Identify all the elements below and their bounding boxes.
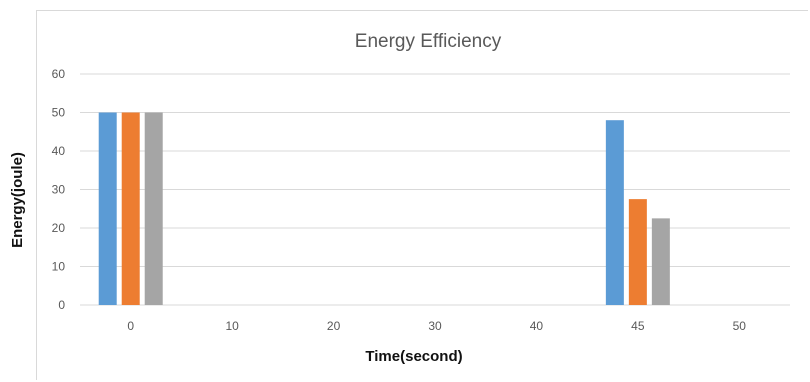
chart-title: Energy Efficiency bbox=[355, 31, 502, 52]
bar bbox=[628, 199, 647, 305]
bar bbox=[121, 112, 140, 305]
bar bbox=[144, 112, 163, 305]
bar bbox=[651, 218, 670, 305]
y-tick-label: 10 bbox=[52, 260, 66, 274]
x-tick-label: 30 bbox=[428, 319, 442, 333]
y-tick-label: 40 bbox=[52, 144, 66, 158]
gridlines bbox=[80, 73, 790, 306]
y-axis-label: Energy(joule) bbox=[9, 152, 26, 248]
chart-frame bbox=[36, 10, 808, 380]
bars bbox=[98, 112, 670, 305]
x-tick-labels: 0 10 20 30 40 45 50 bbox=[127, 319, 746, 333]
x-axis-label: Time(second) bbox=[365, 348, 462, 365]
y-tick-labels: 0 10 20 30 40 50 60 bbox=[52, 67, 66, 312]
bar bbox=[98, 112, 117, 305]
x-tick-label: 0 bbox=[127, 319, 134, 333]
y-tick-label: 0 bbox=[58, 298, 65, 312]
x-tick-label: 40 bbox=[530, 319, 544, 333]
y-tick-label: 50 bbox=[52, 106, 66, 120]
x-tick-label: 10 bbox=[225, 319, 239, 333]
x-tick-label: 45 bbox=[631, 319, 645, 333]
bar bbox=[605, 120, 624, 305]
x-tick-label: 50 bbox=[733, 319, 747, 333]
y-tick-label: 20 bbox=[52, 221, 66, 235]
y-tick-label: 30 bbox=[52, 183, 66, 197]
y-tick-label: 60 bbox=[52, 67, 66, 81]
x-tick-label: 20 bbox=[327, 319, 341, 333]
